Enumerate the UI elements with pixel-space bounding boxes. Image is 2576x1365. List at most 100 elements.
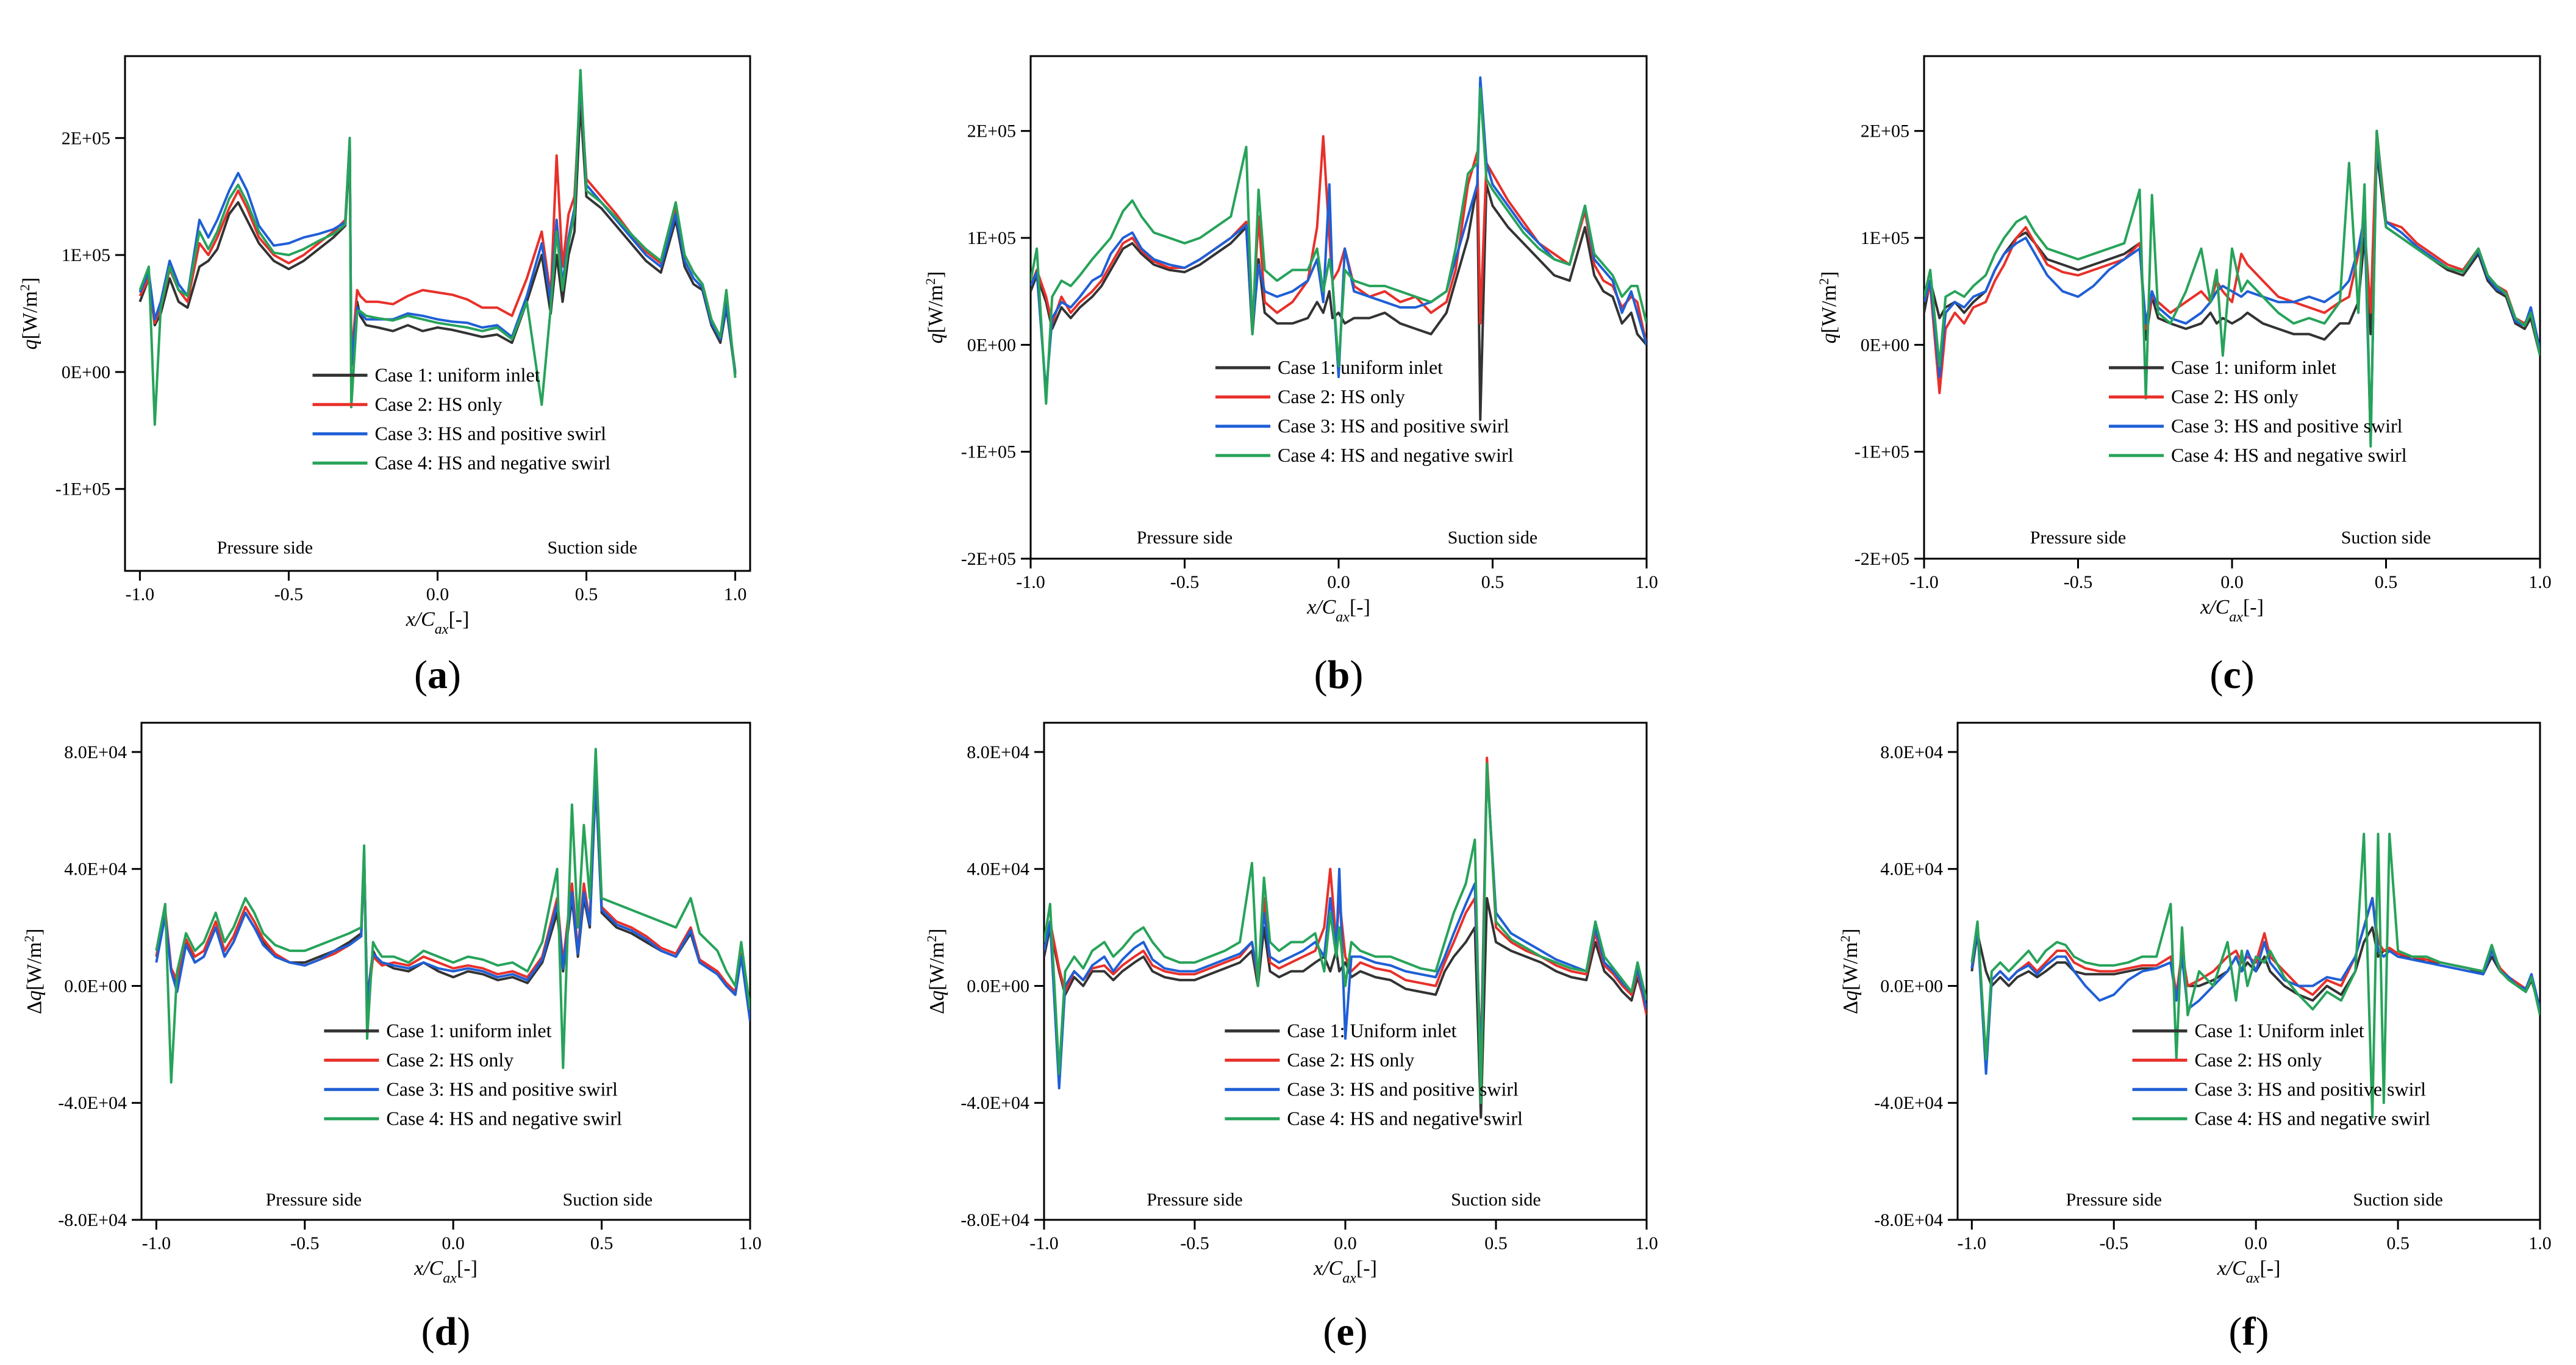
x-label-x: x/C: [1313, 1257, 1343, 1280]
caption-open: (: [421, 1309, 435, 1354]
x-tick-label: -1.0: [1909, 572, 1939, 592]
legend-entry-case-1: Case 1: uniform inlet: [386, 1019, 551, 1041]
legend-entry-case-3: Case 3: HS and positive swirl: [1287, 1078, 1519, 1100]
y-tick-label: 0.0E+00: [967, 976, 1029, 996]
y-tick-label: 1E+05: [1861, 228, 1909, 248]
y-tick-label: 0E+00: [967, 335, 1016, 355]
x-tick-label: 0.0: [2244, 1233, 2267, 1253]
legend-entry-case-2: Case 2: HS only: [1287, 1048, 1414, 1070]
x-tick-label: 1.0: [2528, 1233, 2552, 1253]
y-tick-label: 0.0E+00: [64, 976, 127, 996]
x-tick-label: -0.5: [1180, 1233, 1209, 1253]
caption-open: (: [2229, 1309, 2242, 1354]
caption-letter: e: [1336, 1309, 1354, 1354]
y-label-unit: [W/m: [1839, 942, 1862, 991]
y-tick-label: 2E+05: [62, 128, 110, 148]
x-label-unit: [-]: [448, 608, 469, 631]
pressure-side-label: Pressure side: [2066, 1189, 2161, 1209]
x-tick-label: 0.5: [2375, 572, 2398, 592]
x-label-unit: [-]: [1350, 596, 1370, 618]
x-axis-label: x/Cax[-]: [2200, 596, 2264, 625]
legend-entry-case-1: Case 1: uniform inlet: [1278, 356, 1443, 378]
y-label-exp: 2: [21, 936, 37, 942]
x-tick-label: -1.0: [1016, 572, 1045, 592]
y-tick-label: 8.0E+04: [1880, 742, 1943, 762]
caption-letter: a: [428, 653, 448, 697]
y-label-close: ]: [926, 928, 948, 935]
y-tick-label: 4.0E+04: [64, 859, 127, 880]
y-tick-label: -8.0E+04: [58, 1210, 127, 1230]
caption-letter: f: [2242, 1309, 2256, 1354]
series-line-case-4: [138, 69, 737, 426]
caption-letter: c: [2223, 653, 2241, 697]
panel-caption: (d): [421, 1309, 471, 1354]
y-label-close: ]: [1818, 271, 1841, 278]
panel-caption: (c): [2209, 653, 2254, 697]
y-tick-label: -8.0E+04: [961, 1210, 1029, 1230]
legend-entry-case-1: Case 1: uniform inlet: [2171, 356, 2336, 378]
plot-frame: [1029, 55, 1648, 560]
y-label-exp: 2: [1816, 278, 1831, 285]
y-label-exp: 2: [17, 284, 32, 291]
x-tick-label: -1.0: [142, 1233, 171, 1253]
panel-f: -1.0 -0.5 0.0 0.5 1.0 -8.0E+04 -4.0E+04 0.0E+00…: [1837, 722, 2552, 1354]
plot-frame: [140, 722, 751, 1221]
panel-b: -1.0 -0.5 0.0 0.5 1.0 -2E+05 -1E+05 0E+00 1E+05 2…: [923, 55, 1658, 697]
x-tick-label: 0.5: [590, 1233, 614, 1253]
legend-entry-case-2: Case 2: HS only: [386, 1048, 513, 1070]
panel-caption: (a): [414, 653, 461, 697]
y-label-unit: [W/m: [1818, 285, 1841, 333]
x-tick-label: -1.0: [1029, 1233, 1059, 1253]
series-group: [1044, 756, 1647, 1119]
y-label-q: q: [925, 333, 947, 343]
y-label-q: q: [1818, 333, 1841, 343]
y-label-q: q: [19, 339, 41, 349]
y-label-close: ]: [1839, 928, 1862, 935]
x-label-unit: [-]: [1356, 1257, 1377, 1280]
y-tick-label: -2E+05: [1855, 549, 1909, 569]
x-tick-label: 1.0: [724, 584, 747, 604]
panel-caption: (f): [2229, 1309, 2269, 1354]
y-label-exp: 2: [924, 936, 939, 942]
series-line-case-4: [1924, 129, 2540, 448]
y-tick-label: -4.0E+04: [58, 1093, 127, 1113]
caption-open: (: [414, 653, 428, 697]
series-line-case-4: [1031, 87, 1647, 405]
x-tick-label: 0.5: [1484, 1233, 1508, 1253]
y-tick-label: 4.0E+04: [967, 859, 1029, 880]
x-tick-label: 0.5: [2386, 1233, 2410, 1253]
x-label-x: x/C: [1306, 596, 1336, 618]
x-tick-label: 0.0: [1334, 1233, 1357, 1253]
legend-entry-case-3: Case 3: HS and positive swirl: [2171, 415, 2403, 437]
y-tick-label: 8.0E+04: [64, 742, 127, 762]
caption-close: ): [457, 1309, 470, 1354]
series-line-case-2: [155, 765, 750, 1022]
y-axis-label: q[W/m2]: [17, 278, 42, 350]
series-group: [155, 748, 750, 1084]
caption-close: ): [2241, 653, 2255, 697]
series-line-case-1: [1924, 151, 2540, 356]
x-tick-label: -0.5: [274, 584, 304, 604]
panel-d: -1.0 -0.5 0.0 0.5 1.0 -8.0E+04 -4.0E+04 0.0E+00…: [21, 722, 762, 1354]
x-tick-label: -1.0: [1958, 1233, 1987, 1253]
caption-close: ): [1350, 653, 1363, 697]
suction-side-label: Suction side: [2353, 1189, 2443, 1209]
x-axis-label: x/Cax[-]: [1313, 1257, 1377, 1286]
x-tick-label: -1.0: [126, 584, 155, 604]
y-label-q: q: [1839, 991, 1862, 1001]
panel-e: -1.0 -0.5 0.0 0.5 1.0 -8.0E+04 -4.0E+04 0.0E+00…: [924, 722, 1658, 1354]
legend-entry-case-4: Case 4: HS and negative swirl: [1278, 444, 1514, 466]
pressure-side-label: Pressure side: [266, 1189, 362, 1209]
x-label-unit: [-]: [2243, 596, 2264, 618]
caption-open: (: [1323, 1309, 1336, 1354]
x-label-x: x/C: [413, 1257, 443, 1280]
series-group: [1970, 833, 2540, 1119]
x-label-sub: ax: [2229, 609, 2243, 625]
caption-close: ): [1354, 1309, 1368, 1354]
series-group: [1924, 129, 2540, 448]
x-tick-label: 0.0: [2220, 572, 2244, 592]
legend-entry-case-2: Case 2: HS only: [2171, 385, 2299, 407]
y-label-close: ]: [23, 928, 46, 935]
legend-entry-case-4: Case 4: HS and negative swirl: [2195, 1107, 2431, 1129]
